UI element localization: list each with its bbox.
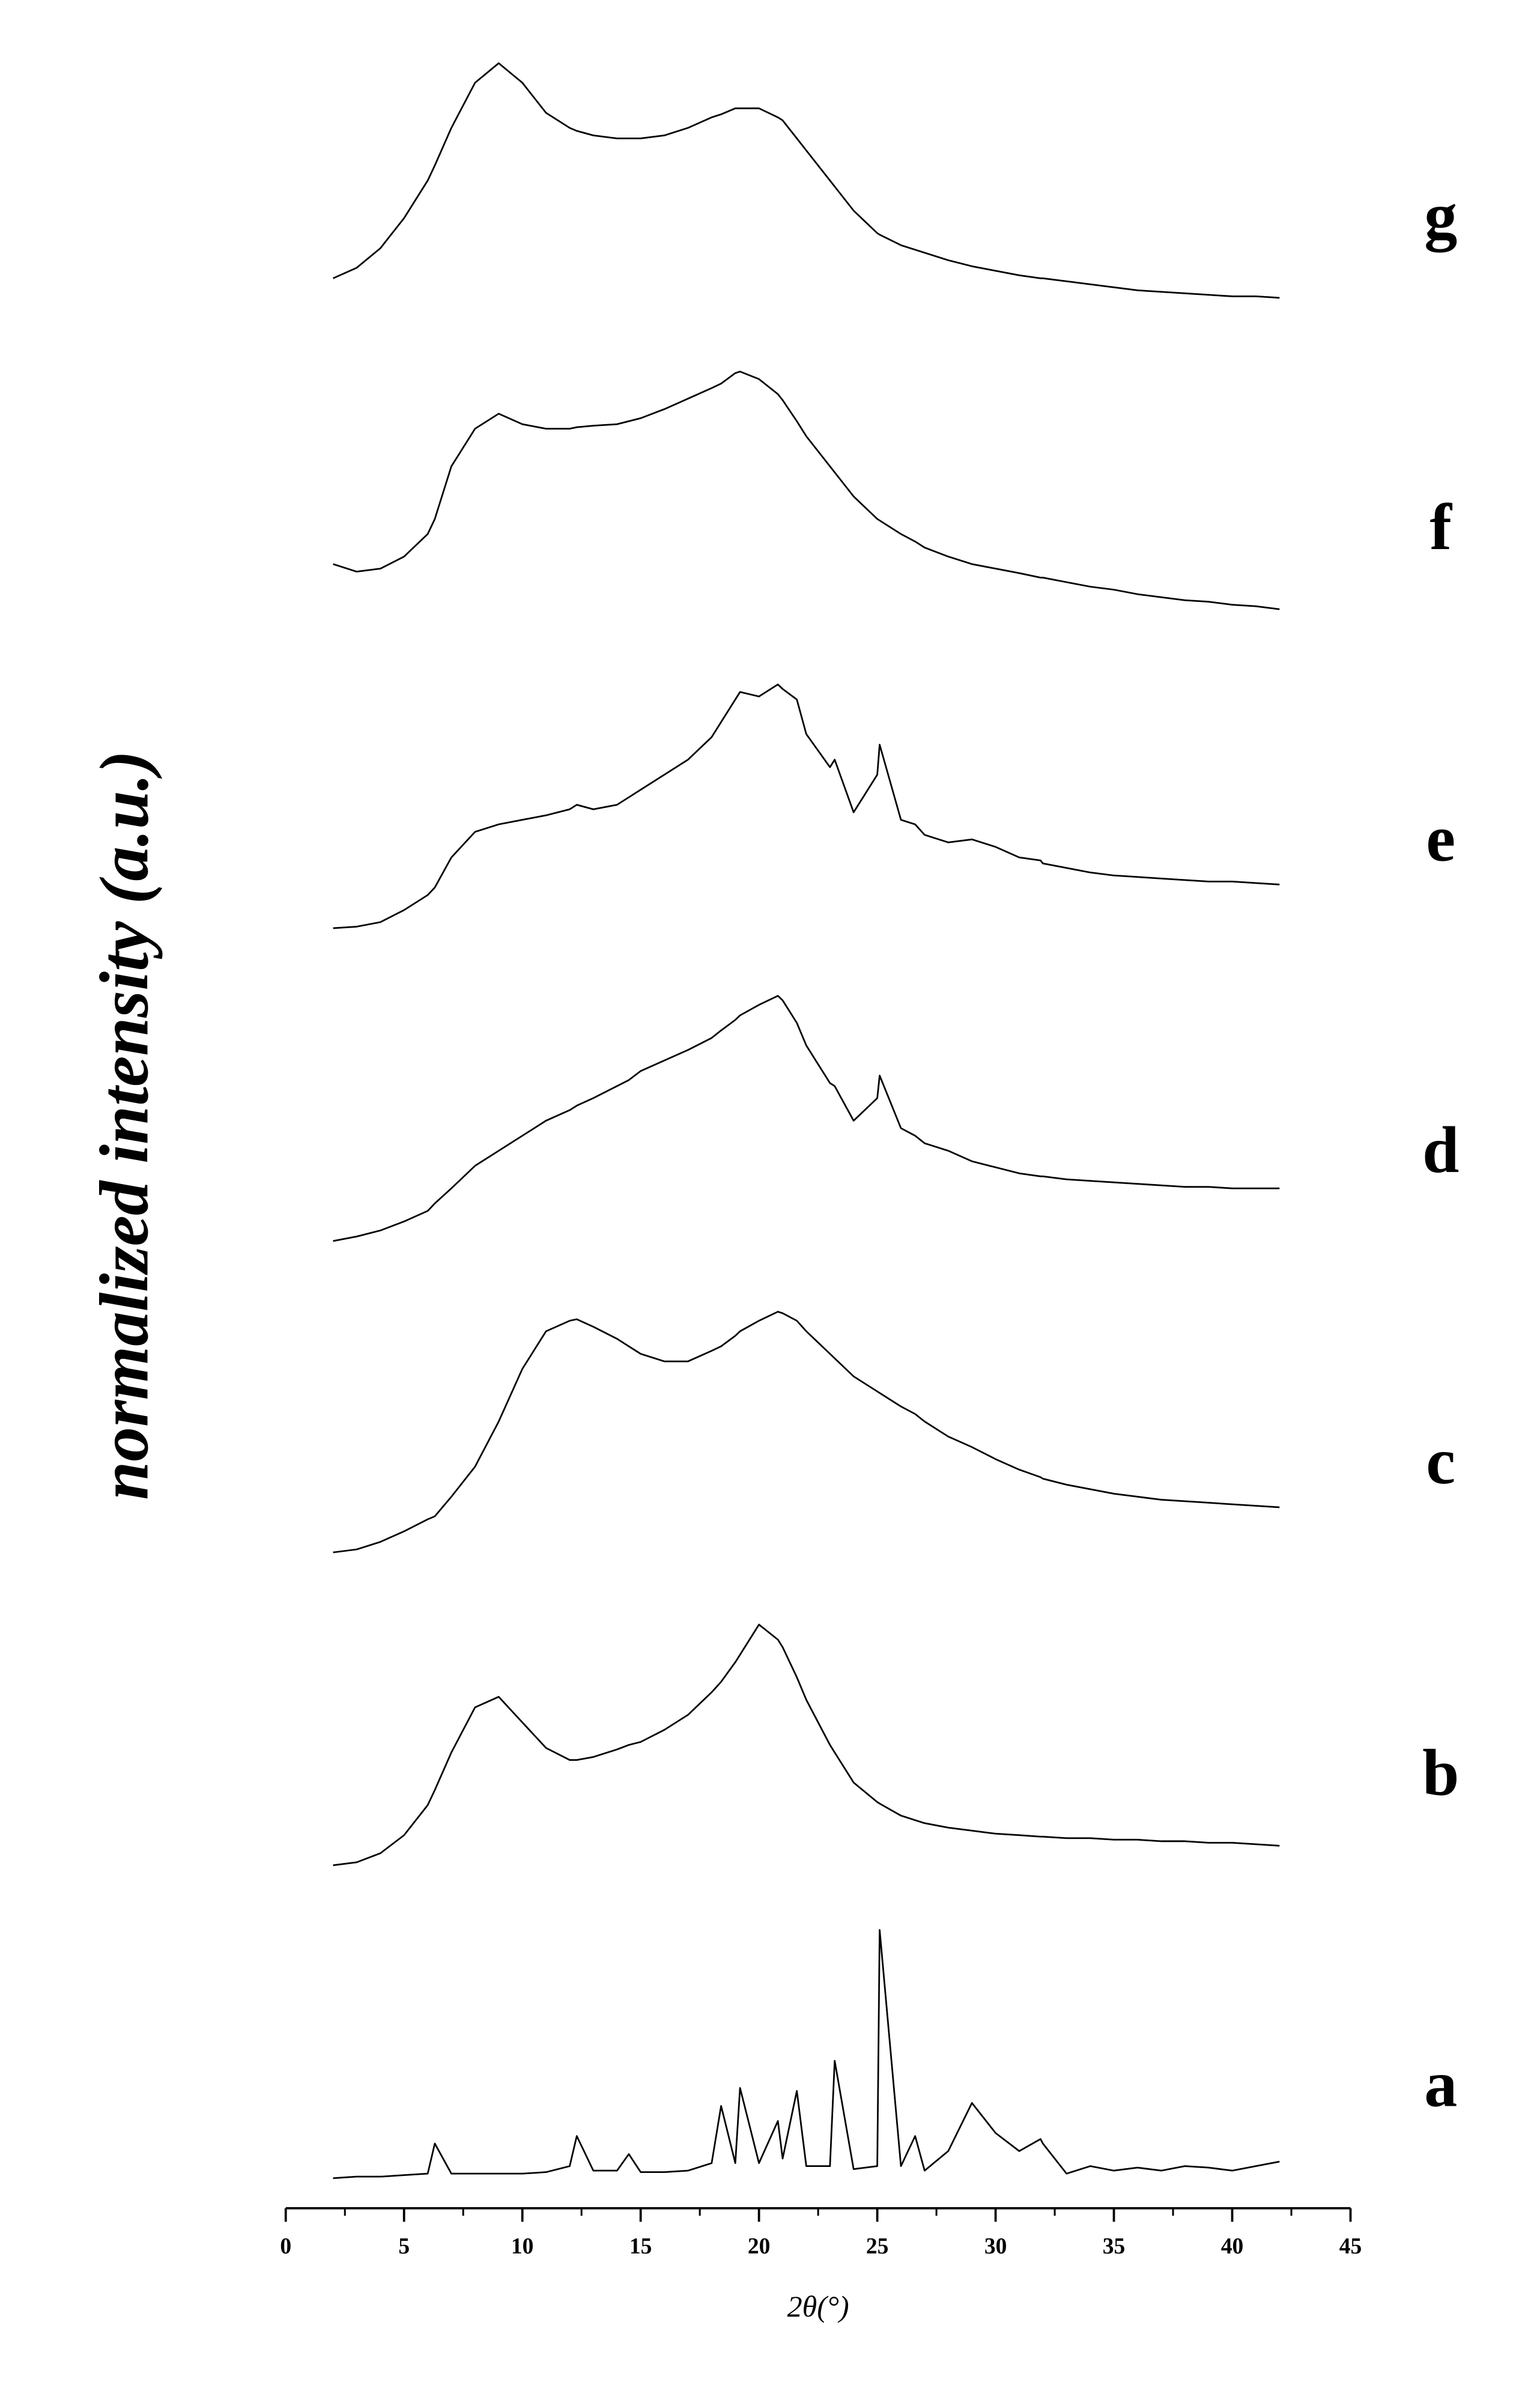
xrd-line [332,62,1280,299]
y-axis-label: normalized intensity (a.u.) [85,750,162,1500]
series-label: b [1422,1736,1459,1809]
series-label: f [1429,490,1452,564]
xrd-line [333,683,1280,929]
x-tick-label: 25 [866,2234,889,2259]
x-tick-label: 40 [1221,2234,1244,2259]
x-tick-label: 15 [629,2234,652,2259]
series-label: g [1424,179,1457,252]
series-label: e [1426,802,1455,875]
x-tick-label: 35 [1103,2234,1126,2259]
x-tick-label: 10 [511,2234,534,2259]
xrd-line [333,371,1280,610]
xrd-line [333,1311,1280,1554]
series-label: c [1426,1424,1455,1498]
x-tick-label: 30 [984,2234,1007,2259]
x-tick-label: 5 [398,2234,410,2259]
xrd-line [333,1929,1280,2180]
x-tick-label: 20 [748,2234,771,2259]
xrd-line [333,995,1280,1242]
series-label: d [1422,1113,1459,1186]
series-label: a [1424,2047,1457,2121]
x-tick-label: 0 [280,2234,291,2259]
x-axis-label: 2θ(°) [787,2289,849,2323]
xrd-line [333,1623,1280,1867]
x-tick-label: 45 [1339,2234,1362,2259]
